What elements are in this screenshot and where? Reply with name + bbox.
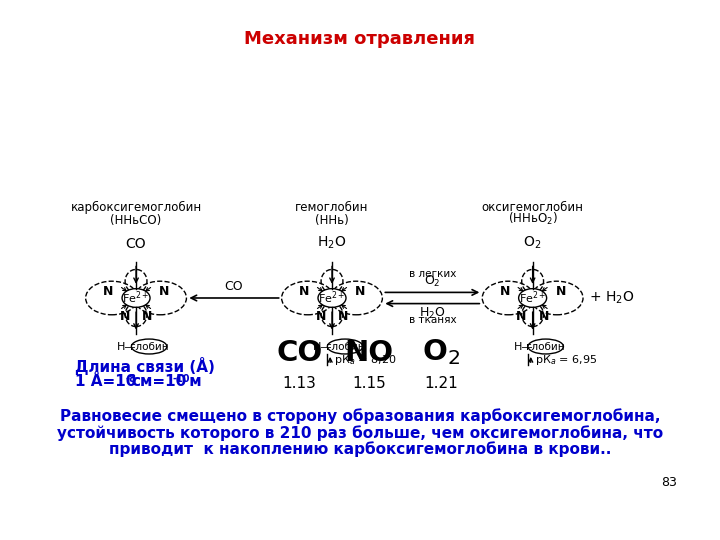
Text: H—: H— (117, 341, 137, 352)
Text: в тканях: в тканях (408, 315, 456, 325)
Text: Fe$^{2+}$: Fe$^{2+}$ (122, 289, 150, 306)
Text: H—: H— (313, 341, 333, 352)
Text: 83: 83 (662, 476, 678, 489)
Text: N: N (142, 310, 153, 323)
Text: гемоглобин: гемоглобин (295, 201, 369, 214)
Text: N: N (539, 310, 549, 323)
Text: (ННь): (ННь) (315, 214, 349, 227)
Text: глобин: глобин (130, 341, 168, 352)
Text: в легких: в легких (409, 269, 456, 279)
Ellipse shape (131, 339, 167, 354)
Text: N: N (315, 310, 326, 323)
Ellipse shape (318, 289, 346, 307)
Text: 1.15: 1.15 (353, 376, 386, 392)
Text: устойчивость которого в 210 раз больше, чем оксигемоглобина, что: устойчивость которого в 210 раз больше, … (57, 425, 663, 441)
Text: N: N (159, 285, 169, 298)
Ellipse shape (518, 289, 546, 307)
Text: CO: CO (225, 280, 243, 293)
Text: Fe$^{2+}$: Fe$^{2+}$ (519, 289, 546, 306)
Text: приводит  к накоплению карбоксигемоглобина в крови..: приводит к накоплению карбоксигемоглобин… (109, 442, 611, 457)
Text: N: N (120, 310, 130, 323)
Ellipse shape (328, 339, 363, 354)
Text: H$_2$O: H$_2$O (318, 235, 346, 251)
Text: N: N (338, 310, 348, 323)
Text: 1.13: 1.13 (282, 376, 316, 392)
Text: рК$_а$ = 6,95: рК$_а$ = 6,95 (534, 353, 597, 367)
Text: глобин: глобин (526, 341, 565, 352)
Text: O$_2$: O$_2$ (422, 338, 460, 367)
Text: оксигемоглобин: оксигемоглобин (482, 201, 584, 214)
Text: N: N (555, 285, 566, 298)
Text: Длина связи (Å): Длина связи (Å) (76, 356, 215, 375)
Text: N: N (103, 285, 113, 298)
Ellipse shape (528, 339, 564, 354)
Text: (ННьО$_2$): (ННьО$_2$) (508, 211, 557, 227)
Text: глобин: глобин (325, 341, 364, 352)
Text: + H$_2$O: + H$_2$O (589, 290, 634, 306)
Text: м: м (184, 374, 202, 388)
Text: CO: CO (276, 339, 323, 367)
Text: H—: H— (513, 341, 533, 352)
Text: H$_2$O: H$_2$O (419, 306, 446, 321)
Text: Fe$^{2+}$: Fe$^{2+}$ (318, 289, 346, 306)
Text: карбоксигемоглобин: карбоксигемоглобин (71, 201, 202, 214)
Text: 1.21: 1.21 (424, 376, 458, 392)
Text: O$_2$: O$_2$ (424, 274, 441, 289)
Text: CO: CO (126, 238, 146, 251)
Text: рК$_а$ = 8,20: рК$_а$ = 8,20 (334, 353, 397, 367)
Text: -8: -8 (126, 374, 137, 384)
Text: см=10: см=10 (131, 374, 186, 388)
Ellipse shape (122, 289, 150, 307)
Text: N: N (500, 285, 510, 298)
Text: O$_2$: O$_2$ (523, 235, 541, 251)
Text: Равновесие смещено в сторону образования карбоксигемоглобина,: Равновесие смещено в сторону образования… (60, 408, 660, 424)
Text: N: N (355, 285, 365, 298)
Text: N: N (299, 285, 309, 298)
Text: 1 Å=10: 1 Å=10 (76, 374, 137, 388)
Text: N: N (516, 310, 526, 323)
Text: NO: NO (345, 339, 394, 367)
Text: (ННьСО): (ННьСО) (110, 214, 162, 227)
Text: -10: -10 (172, 374, 190, 384)
Text: Механизм отравления: Механизм отравления (245, 30, 475, 48)
